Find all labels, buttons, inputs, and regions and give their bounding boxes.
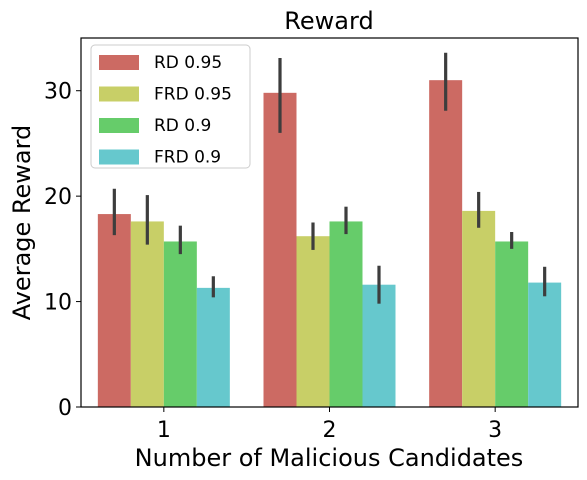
bar-rd-0-95-cat-1	[97, 214, 131, 407]
y-tick-label: 10	[44, 291, 72, 316]
bar-frd-0-9-cat-3	[528, 282, 562, 407]
legend-label-frd-0-9: FRD 0.9	[154, 148, 221, 168]
y-tick-label: 30	[44, 80, 72, 105]
bar-rd-0-9-cat-3	[495, 241, 529, 407]
legend-swatch-frd-0-95	[99, 86, 139, 102]
chart-title: Reward	[284, 7, 373, 35]
legend: RD 0.95 FRD 0.95 RD 0.9 FRD 0.9	[90, 44, 251, 169]
y-tick-label: 0	[58, 396, 72, 421]
legend-swatch-frd-0-9	[99, 149, 139, 165]
bar-rd-0-95-cat-2	[263, 92, 297, 407]
bar-rd-0-9-cat-2	[329, 221, 363, 407]
y-tick-label: 20	[44, 185, 72, 210]
x-tick-label: 3	[488, 418, 502, 443]
bar-frd-0-95-cat-2	[296, 236, 330, 407]
legend-label-rd-0-9: RD 0.9	[154, 116, 211, 136]
bar-rd-0-95-cat-3	[429, 80, 463, 408]
bar-rd-0-9-cat-1	[163, 241, 197, 407]
bar-frd-0-9-cat-2	[362, 284, 396, 407]
x-tick-label: 1	[157, 418, 171, 443]
x-axis-label: Number of Malicious Candidates	[135, 444, 524, 472]
y-axis-label: Average Reward	[8, 125, 36, 321]
bar-frd-0-95-cat-3	[462, 210, 496, 407]
x-tick-label: 2	[323, 418, 337, 443]
legend-box	[90, 44, 251, 169]
plot-area	[97, 52, 562, 408]
legend-label-rd-0-95: RD 0.95	[154, 53, 222, 73]
legend-swatch-rd-0-95	[99, 55, 139, 70]
legend-swatch-rd-0-9	[99, 118, 139, 133]
legend-label-frd-0-95: FRD 0.95	[154, 85, 232, 105]
bar-frd-0-9-cat-1	[196, 287, 230, 407]
bar-frd-0-95-cat-1	[130, 221, 164, 407]
